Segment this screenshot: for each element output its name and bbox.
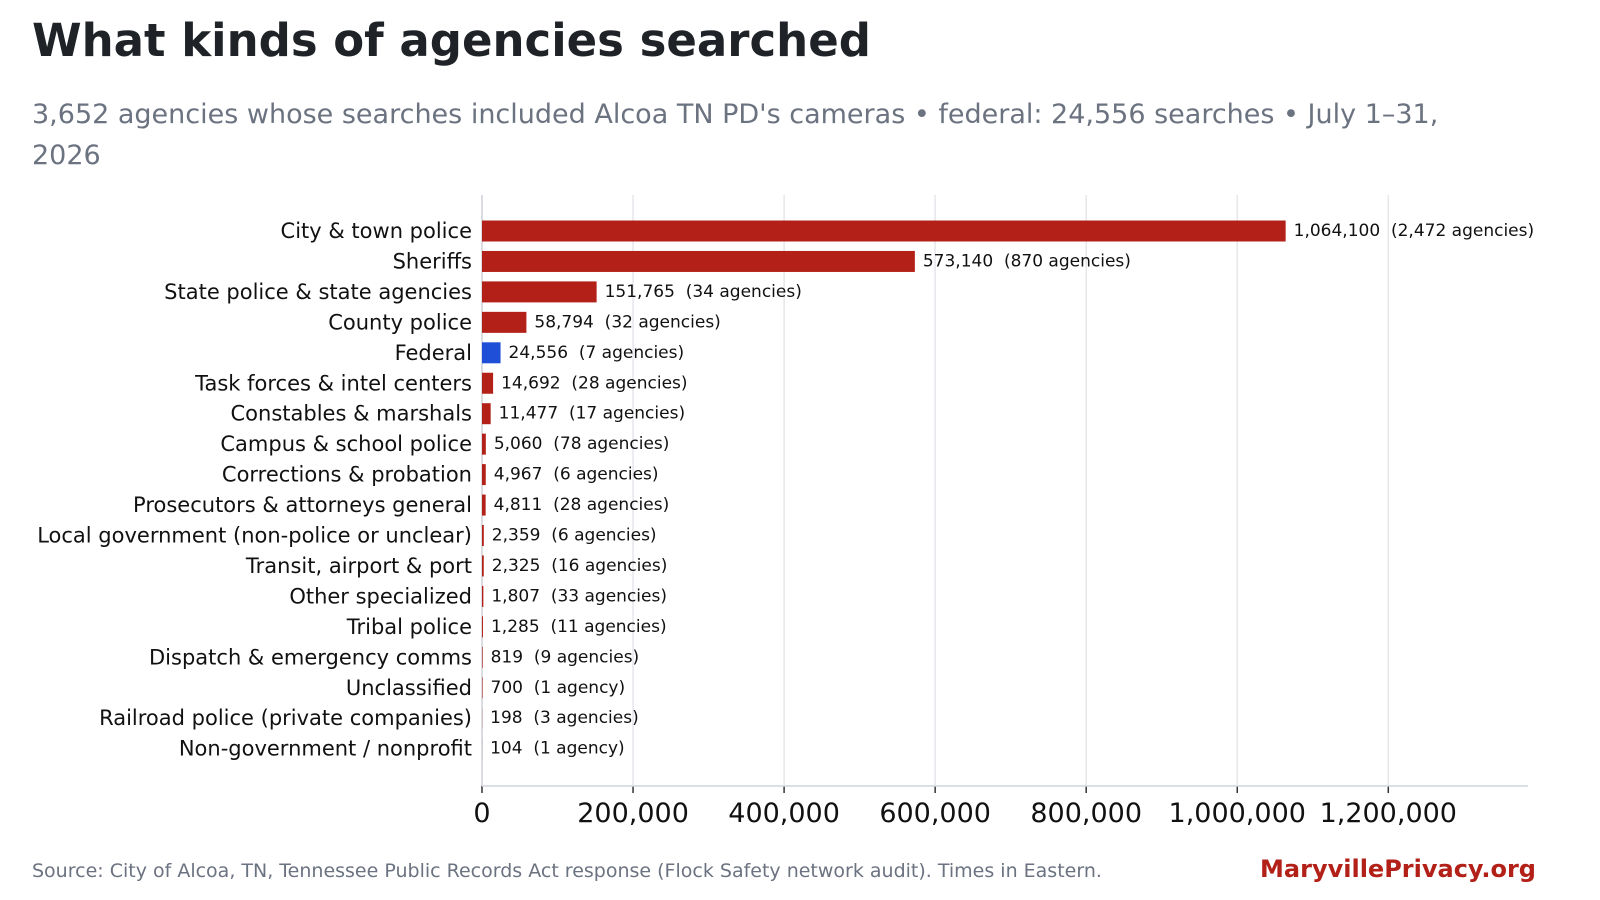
category-label: Railroad police (private companies) [99,706,472,730]
bar [482,464,486,486]
category-label: Dispatch & emergency comms [149,645,472,669]
data-label: 4,811 (28 agencies) [494,495,670,515]
bar [482,342,501,364]
data-label: 151,765 (34 agencies) [605,282,802,302]
category-label: Task forces & intel centers [194,371,472,395]
category-label: Sheriffs [393,249,472,273]
category-label: State police & state agencies [164,280,472,304]
bar [482,281,597,303]
category-label: Non-government / nonprofit [179,737,472,761]
bar [482,677,483,699]
data-label: 2,325 (16 agencies) [492,556,668,576]
x-tick-label: 1,200,000 [1320,798,1457,829]
brand-logo-text[interactable]: MaryvillePrivacy.org [1260,855,1536,883]
bar [482,220,1286,242]
bar [482,311,527,333]
category-label: Federal [395,341,472,365]
data-label: 1,285 (11 agencies) [491,617,667,637]
category-label: Transit, airport & port [245,554,472,578]
bar [482,403,491,425]
bar [482,494,486,516]
data-label: 573,140 (870 agencies) [923,251,1131,271]
chart-title: What kinds of agencies searched [32,14,871,67]
data-label: 700 (1 agency) [491,678,626,698]
chart-subtitle: 3,652 agencies whose searches included A… [32,99,1439,171]
category-label: Tribal police [346,615,472,639]
category-label: Local government (non-police or unclear) [37,524,472,548]
bar-chart: 0 200,000 400,000 600,000 800,000 1,000,000 1,… [37,195,1535,829]
x-tick-label: 0 [473,798,490,829]
category-label: Unclassified [346,676,472,700]
data-label: 1,807 (33 agencies) [491,586,667,606]
category-label: Constables & marshals [231,402,472,426]
data-label: 24,556 (7 agencies) [509,343,685,363]
x-tick-label: 200,000 [577,798,689,829]
source-note: Source: City of Alcoa, TN, Tennessee Pub… [32,860,1102,882]
bar [482,433,486,455]
bar [482,646,483,668]
data-label: 11,477 (17 agencies) [499,404,685,424]
x-tick-label: 400,000 [728,798,840,829]
bar [482,616,483,638]
data-label: 4,967 (6 agencies) [494,465,659,485]
category-label: Other specialized [289,584,472,608]
bar [482,555,484,577]
x-tick-label: 600,000 [879,798,991,829]
data-label: 14,692 (28 agencies) [501,373,687,393]
category-label: Campus & school police [220,432,472,456]
data-label: 2,359 (6 agencies) [492,526,657,546]
bar [482,372,494,394]
bar [482,585,484,607]
bar [482,250,915,272]
data-label: 819 (9 agencies) [491,647,640,667]
category-label: Prosecutors & attorneys general [133,493,472,517]
data-label: 5,060 (78 agencies) [494,434,670,454]
category-label: Corrections & probation [222,463,472,487]
data-label: 1,064,100 (2,472 agencies) [1294,221,1535,241]
bar [482,525,484,546]
category-label: City & town police [281,219,472,243]
x-tick-label: 800,000 [1030,798,1142,829]
data-label: 198 (3 agencies) [490,708,639,728]
category-label: County police [328,310,472,334]
data-label: 104 (1 agency) [490,739,625,759]
x-tick-label: 1,000,000 [1169,798,1306,829]
data-label: 58,794 (32 agencies) [534,312,720,332]
